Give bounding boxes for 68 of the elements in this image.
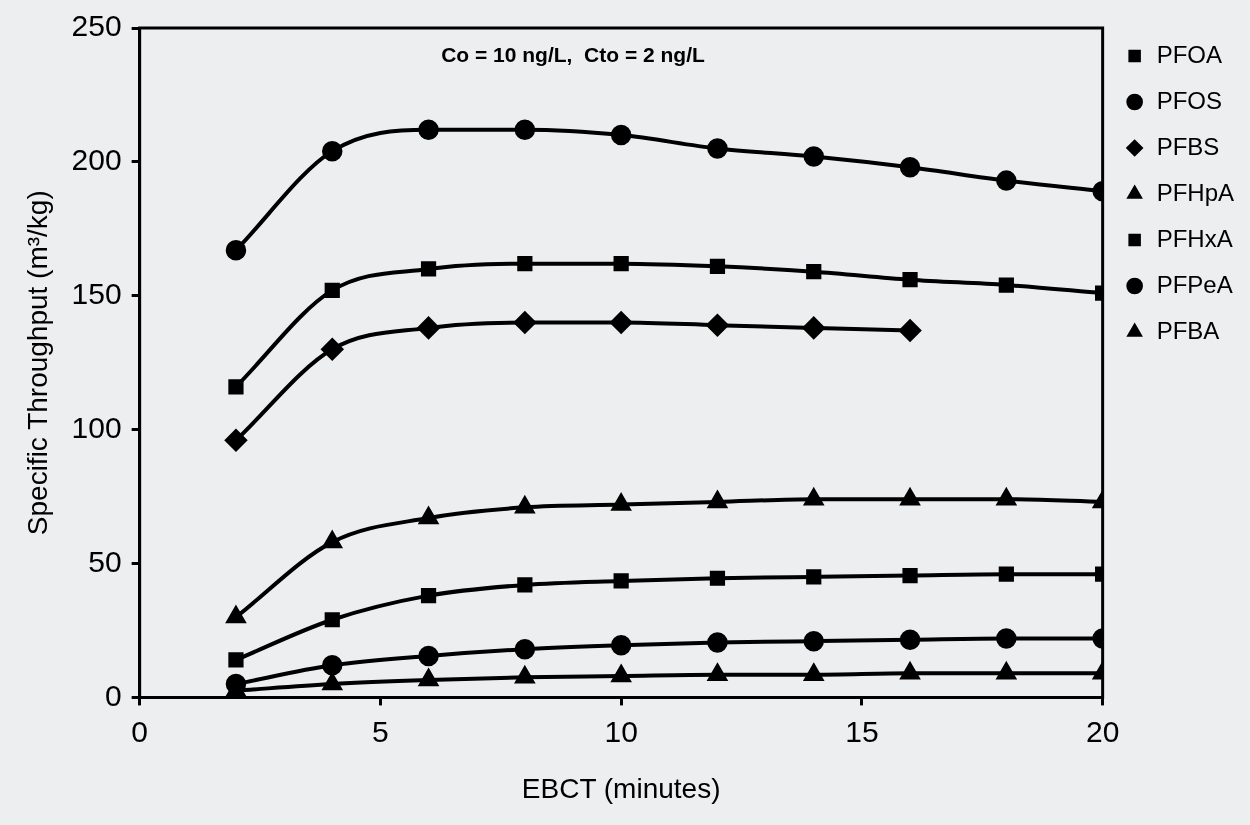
point bbox=[707, 138, 728, 159]
legend-label: PFHxA bbox=[1156, 224, 1233, 252]
point bbox=[996, 628, 1017, 649]
legend-label: PFOA bbox=[1156, 40, 1222, 68]
point bbox=[899, 156, 921, 178]
point bbox=[420, 261, 437, 277]
point bbox=[609, 311, 633, 334]
point bbox=[517, 256, 533, 272]
point bbox=[709, 258, 726, 274]
y-tick-label: 150 bbox=[71, 277, 122, 311]
point bbox=[706, 313, 729, 337]
point bbox=[613, 256, 629, 272]
x-axis-title: EBCT (minutes) bbox=[521, 772, 721, 804]
point bbox=[902, 567, 918, 584]
point bbox=[513, 311, 537, 334]
point bbox=[418, 119, 439, 140]
point bbox=[996, 662, 1017, 680]
point bbox=[996, 170, 1017, 191]
point bbox=[806, 264, 822, 280]
point bbox=[418, 645, 439, 667]
point bbox=[514, 119, 536, 140]
y-axis-title: Specific Throughput (m³/kg) bbox=[21, 190, 53, 536]
point bbox=[900, 662, 920, 680]
legend-label: PFOS bbox=[1156, 86, 1222, 114]
point bbox=[803, 630, 824, 652]
point bbox=[998, 277, 1014, 293]
y-tick-label: 250 bbox=[71, 9, 122, 43]
point bbox=[806, 569, 822, 585]
point bbox=[707, 632, 728, 653]
x-tick-label: 15 bbox=[845, 714, 879, 748]
point bbox=[613, 573, 629, 589]
point bbox=[322, 655, 343, 676]
point bbox=[228, 652, 244, 668]
y-tick-label: 200 bbox=[71, 143, 122, 177]
x-tick-label: 10 bbox=[604, 714, 638, 748]
point bbox=[420, 588, 437, 604]
legend-label: PFHpA bbox=[1156, 178, 1234, 206]
point bbox=[898, 319, 922, 342]
x-tick-label: 20 bbox=[1085, 714, 1120, 748]
point bbox=[517, 577, 533, 593]
point bbox=[899, 629, 921, 651]
point bbox=[321, 338, 344, 361]
y-tick-label: 0 bbox=[104, 678, 122, 712]
legend-label: PFPeA bbox=[1156, 270, 1233, 298]
point bbox=[803, 146, 824, 167]
y-tick-label: 100 bbox=[71, 410, 122, 444]
x-tick-label: 5 bbox=[372, 714, 389, 748]
point bbox=[324, 282, 340, 299]
point bbox=[417, 316, 440, 340]
x-tick-label: 0 bbox=[131, 714, 148, 748]
point bbox=[225, 239, 247, 261]
y-tick-label: 50 bbox=[88, 544, 122, 578]
point bbox=[610, 634, 632, 656]
point bbox=[610, 124, 632, 146]
point bbox=[514, 666, 535, 684]
point bbox=[224, 429, 248, 452]
legend-label: PFBA bbox=[1156, 316, 1220, 344]
point bbox=[322, 140, 343, 162]
point bbox=[324, 612, 340, 628]
point bbox=[902, 272, 918, 288]
annotation: Co = 10 ng/L, Cto = 2 ng/L bbox=[441, 43, 706, 67]
point bbox=[225, 673, 247, 695]
legend-label: PFBS bbox=[1156, 132, 1220, 160]
point bbox=[228, 379, 244, 395]
point bbox=[802, 316, 825, 340]
point bbox=[514, 638, 536, 660]
point bbox=[709, 570, 726, 586]
point bbox=[998, 566, 1014, 582]
